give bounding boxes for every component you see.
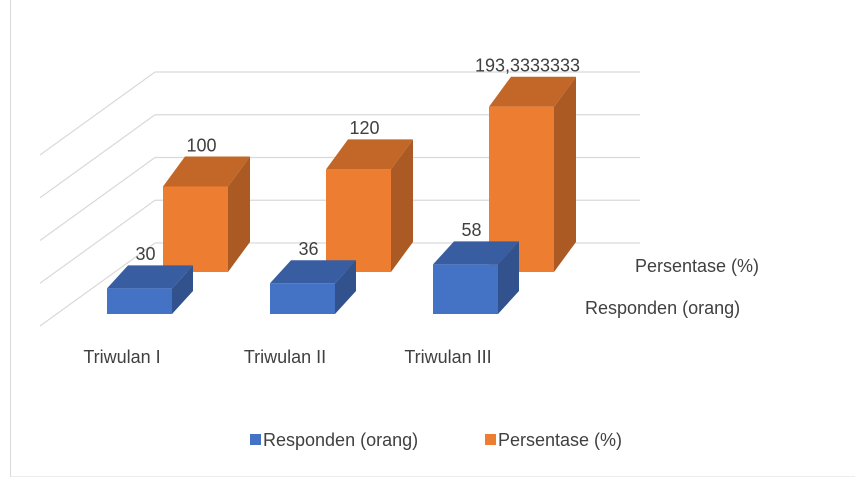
grid-line	[39, 199, 156, 284]
bar-top	[107, 265, 193, 289]
bar-side	[172, 265, 193, 314]
data-label: 193,3333333	[475, 55, 580, 75]
bar-top	[163, 156, 250, 187]
grid-line	[39, 242, 156, 327]
bar-side	[554, 76, 576, 272]
legend-swatch	[485, 434, 496, 445]
bar-side	[228, 156, 250, 272]
data-label: 36	[298, 239, 318, 259]
bar-side	[498, 241, 519, 314]
grid-line	[39, 114, 156, 199]
bar-side	[391, 139, 413, 272]
x-tick-label: Triwulan I	[83, 347, 160, 367]
x-tick-label: Triwulan II	[244, 347, 326, 367]
bar	[163, 186, 228, 272]
bar-side	[335, 260, 356, 314]
data-label: 120	[349, 118, 379, 138]
legend-label: Persentase (%)	[498, 430, 622, 450]
grid-line	[39, 157, 156, 241]
row-label: Persentase (%)	[635, 256, 759, 276]
data-label: 58	[461, 220, 481, 240]
bar	[326, 169, 391, 272]
legend-label: Responden (orang)	[263, 430, 418, 450]
chart-frame	[10, 0, 855, 477]
legend-swatch	[250, 434, 261, 445]
data-label: 100	[186, 135, 216, 155]
data-label: 30	[135, 244, 155, 264]
grid-line	[39, 71, 156, 156]
row-label: Responden (orang)	[585, 298, 740, 318]
bar-top	[270, 260, 356, 284]
bar	[433, 264, 498, 314]
bar-top	[489, 76, 576, 107]
bar	[107, 288, 172, 314]
bar-top	[326, 139, 413, 170]
bar	[270, 283, 335, 314]
x-tick-label: Triwulan III	[404, 347, 491, 367]
bar-top	[433, 241, 519, 265]
